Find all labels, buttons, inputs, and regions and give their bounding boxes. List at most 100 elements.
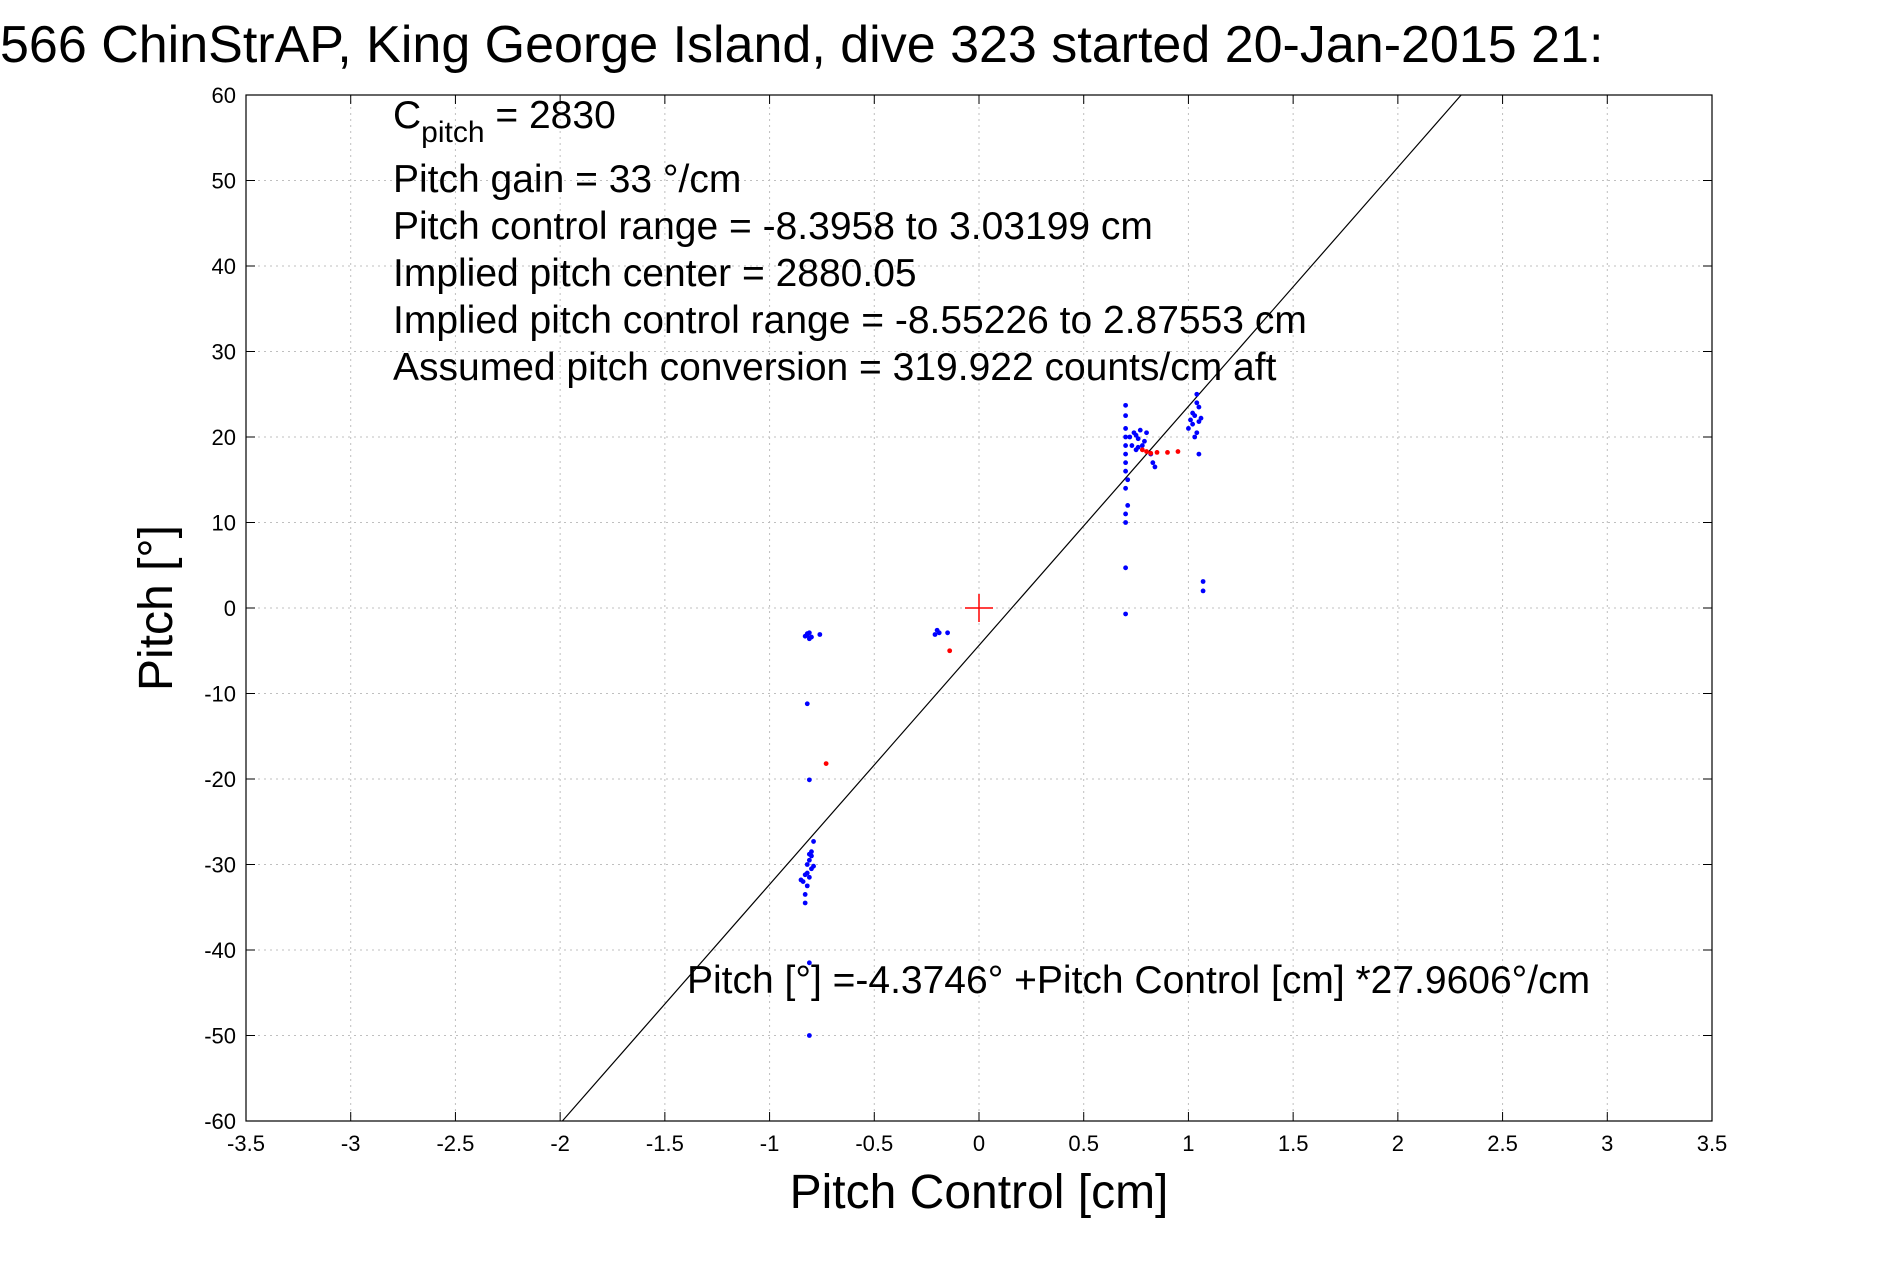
x-tick-label: 3.5 bbox=[1697, 1131, 1728, 1156]
data-point bbox=[1137, 427, 1143, 433]
data-point bbox=[811, 863, 816, 869]
y-tick-label: -10 bbox=[204, 682, 236, 707]
data-point bbox=[1142, 438, 1147, 444]
y-tick-label: 50 bbox=[212, 169, 236, 194]
data-point bbox=[1135, 444, 1141, 450]
data-point bbox=[806, 851, 812, 857]
y-tick-label: 40 bbox=[212, 254, 236, 279]
x-tick-label: 2 bbox=[1392, 1131, 1404, 1156]
annotation-implied-pitch-control-range: Implied pitch control range = -8.55226 t… bbox=[393, 299, 1307, 342]
data-point bbox=[806, 874, 812, 880]
data-point bbox=[947, 648, 953, 654]
data-point bbox=[932, 632, 938, 637]
data-point bbox=[1150, 460, 1156, 466]
y-tick-label: 10 bbox=[212, 511, 236, 536]
data-point bbox=[1198, 415, 1204, 421]
data-point bbox=[1133, 432, 1139, 438]
y-tick-label: 0 bbox=[224, 596, 236, 621]
data-point bbox=[1123, 460, 1128, 466]
chart-title: 566 ChinStrAP, King George Island, dive … bbox=[0, 16, 1603, 74]
data-point bbox=[1123, 434, 1128, 440]
data-point bbox=[1139, 447, 1145, 453]
y-tick-label: 60 bbox=[212, 83, 236, 108]
annotation-implied-pitch-center: Implied pitch center = 2880.05 bbox=[393, 252, 917, 295]
annotation-block: Cpitch = 2830 Pitch gain = 33 °/cm Pitch… bbox=[393, 94, 1307, 389]
annotation-c-pitch-symbol: C bbox=[393, 94, 421, 137]
y-tick-label: 20 bbox=[212, 425, 236, 450]
data-point bbox=[1144, 449, 1149, 454]
data-point bbox=[1154, 449, 1160, 455]
data-point bbox=[804, 701, 810, 707]
data-point bbox=[1123, 485, 1128, 491]
data-point bbox=[1123, 468, 1128, 474]
data-point bbox=[1186, 426, 1191, 431]
data-point bbox=[1123, 520, 1128, 525]
data-point bbox=[1152, 464, 1158, 470]
data-point bbox=[806, 1033, 812, 1038]
data-point bbox=[1123, 451, 1128, 457]
x-tick-label: -1 bbox=[760, 1131, 780, 1156]
fit-line bbox=[561, 94, 1462, 1122]
data-point bbox=[1190, 421, 1196, 427]
y-tick-label: -40 bbox=[204, 938, 236, 963]
data-point bbox=[1175, 449, 1181, 454]
annotation-pitch-control-range: Pitch control range = -8.3958 to 3.03199… bbox=[393, 205, 1153, 248]
data-point bbox=[802, 633, 808, 639]
data-point bbox=[1123, 402, 1128, 408]
data-point bbox=[806, 777, 812, 783]
x-tick-label: -2.5 bbox=[436, 1131, 474, 1156]
x-tick-label: -0.5 bbox=[855, 1131, 893, 1156]
data-point bbox=[1194, 430, 1200, 436]
y-axis-label: Pitch [°] bbox=[130, 525, 183, 691]
y-tick-label: -30 bbox=[204, 853, 236, 878]
data-point bbox=[1125, 503, 1131, 508]
y-tick-label: -60 bbox=[204, 1109, 236, 1134]
annotation-pitch-gain: Pitch gain = 33 °/cm bbox=[393, 158, 741, 201]
data-point bbox=[1200, 579, 1206, 584]
data-point bbox=[936, 630, 942, 636]
annotation-c-pitch-subscript: pitch bbox=[421, 116, 484, 149]
data-point bbox=[1123, 611, 1128, 617]
data-point bbox=[1123, 426, 1128, 431]
data-point bbox=[1194, 400, 1200, 406]
data-point bbox=[1165, 449, 1170, 455]
data-point bbox=[1196, 404, 1202, 410]
data-point bbox=[1123, 413, 1128, 419]
x-tick-label: -2 bbox=[550, 1131, 570, 1156]
data-point bbox=[1190, 410, 1196, 416]
annotation-c-pitch-value: = 2830 bbox=[485, 94, 616, 137]
x-tick-label: -1.5 bbox=[646, 1131, 684, 1156]
fit-equation-label: Pitch [°] =-4.3746° +Pitch Control [cm] … bbox=[687, 959, 1590, 1002]
data-point bbox=[1192, 434, 1198, 440]
x-axis-label: Pitch Control [cm] bbox=[790, 1166, 1169, 1219]
y-tick-labels: -60 -50 -40 -30 -20 -10 0 10 20 30 40 50 60 bbox=[204, 83, 236, 1134]
x-tick-label: -3 bbox=[341, 1131, 361, 1156]
y-tick-label: -50 bbox=[204, 1024, 236, 1049]
y-tick-label: -20 bbox=[204, 767, 236, 792]
data-point bbox=[1196, 451, 1202, 457]
data-point bbox=[802, 872, 808, 878]
data-point bbox=[1148, 450, 1154, 456]
x-tick-label: 0 bbox=[973, 1131, 985, 1156]
data-point bbox=[823, 761, 829, 767]
y-tick-label: 30 bbox=[212, 340, 236, 365]
x-tick-label: 3 bbox=[1601, 1131, 1613, 1156]
x-tick-labels: -3.5 -3 -2.5 -2 -1.5 -1 -0.5 0 0.5 1 1.5 2 2.5 3 3.5 bbox=[227, 1131, 1727, 1156]
data-point bbox=[806, 960, 812, 966]
data-point bbox=[1200, 588, 1206, 594]
axis-ticks bbox=[245, 94, 1713, 1122]
data-point bbox=[1188, 417, 1193, 423]
data-point bbox=[1123, 565, 1128, 571]
data-point bbox=[1194, 391, 1200, 397]
data-points bbox=[798, 391, 1206, 1038]
x-tick-label: 0.5 bbox=[1068, 1131, 1099, 1156]
data-point bbox=[1144, 430, 1149, 436]
center-marker-layer bbox=[965, 594, 993, 622]
x-tick-label: -3.5 bbox=[227, 1131, 265, 1156]
data-point bbox=[806, 857, 812, 863]
data-point bbox=[1127, 434, 1133, 440]
data-point bbox=[806, 636, 812, 642]
data-point bbox=[945, 630, 950, 636]
